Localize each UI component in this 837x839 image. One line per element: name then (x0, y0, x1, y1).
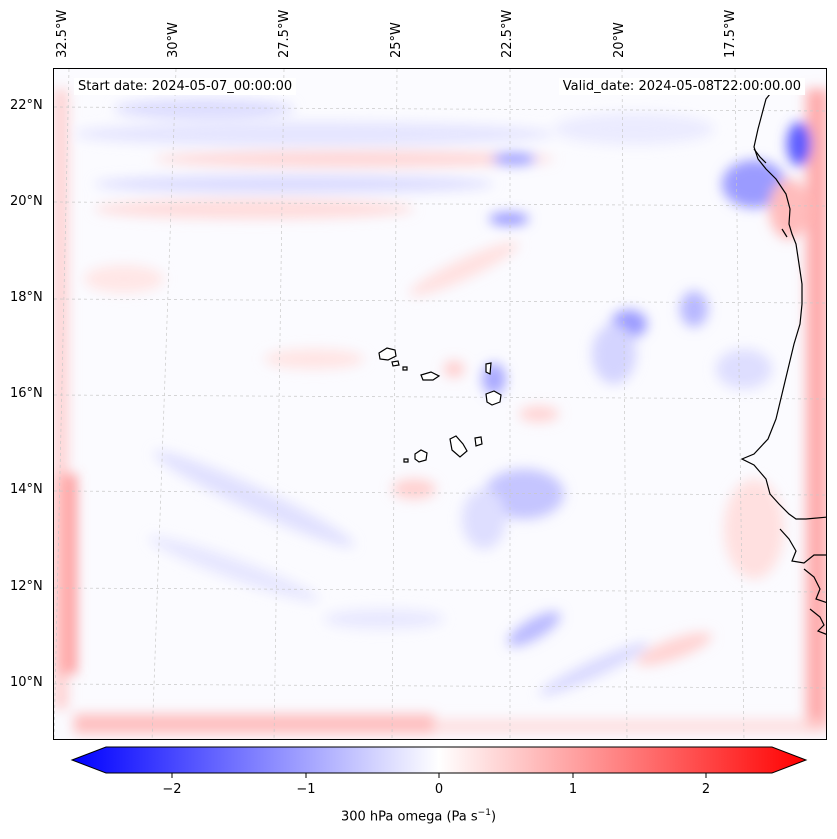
valid-date-label: Valid_date: 2024-05-08T22:00:00.00 (558, 78, 805, 95)
colorbar-tick-label: 1 (568, 782, 578, 797)
colorbar-bar (70, 746, 808, 774)
lon-label: 32.5°W (55, 9, 70, 58)
colorbar-tick-label: 2 (701, 782, 711, 797)
lat-label: 22°N (10, 98, 43, 113)
lon-label: 30°W (166, 22, 181, 58)
colorbar-label: 300 hPa omega (Pa s−1) (340, 808, 497, 825)
islands (378, 347, 502, 463)
lon-label: 22.5°W (500, 9, 515, 58)
lon-label: 25°W (389, 22, 404, 58)
lon-label: 17.5°W (723, 9, 738, 58)
lon-label: 27.5°W (277, 9, 292, 58)
gridlines (54, 69, 826, 739)
lat-label: 10°N (10, 675, 43, 690)
colorbar-tick-label: −2 (162, 782, 182, 797)
lat-label: 18°N (10, 290, 43, 305)
map-panel[interactable] (53, 68, 827, 740)
lat-label: 12°N (10, 579, 43, 594)
map-background (54, 69, 826, 739)
omega-field-map (54, 69, 826, 739)
lat-label: 20°N (10, 194, 43, 209)
coastline (740, 88, 826, 635)
colorbar (70, 746, 808, 778)
lat-label: 14°N (10, 482, 43, 497)
start-date-label: Start date: 2024-05-07_00:00:00 (74, 78, 297, 95)
lat-label: 16°N (10, 386, 43, 401)
colorbar-tick-label: 0 (434, 782, 444, 797)
omega-field (54, 89, 826, 734)
lon-label: 20°W (612, 22, 627, 58)
colorbar-tick-label: −1 (296, 782, 316, 797)
